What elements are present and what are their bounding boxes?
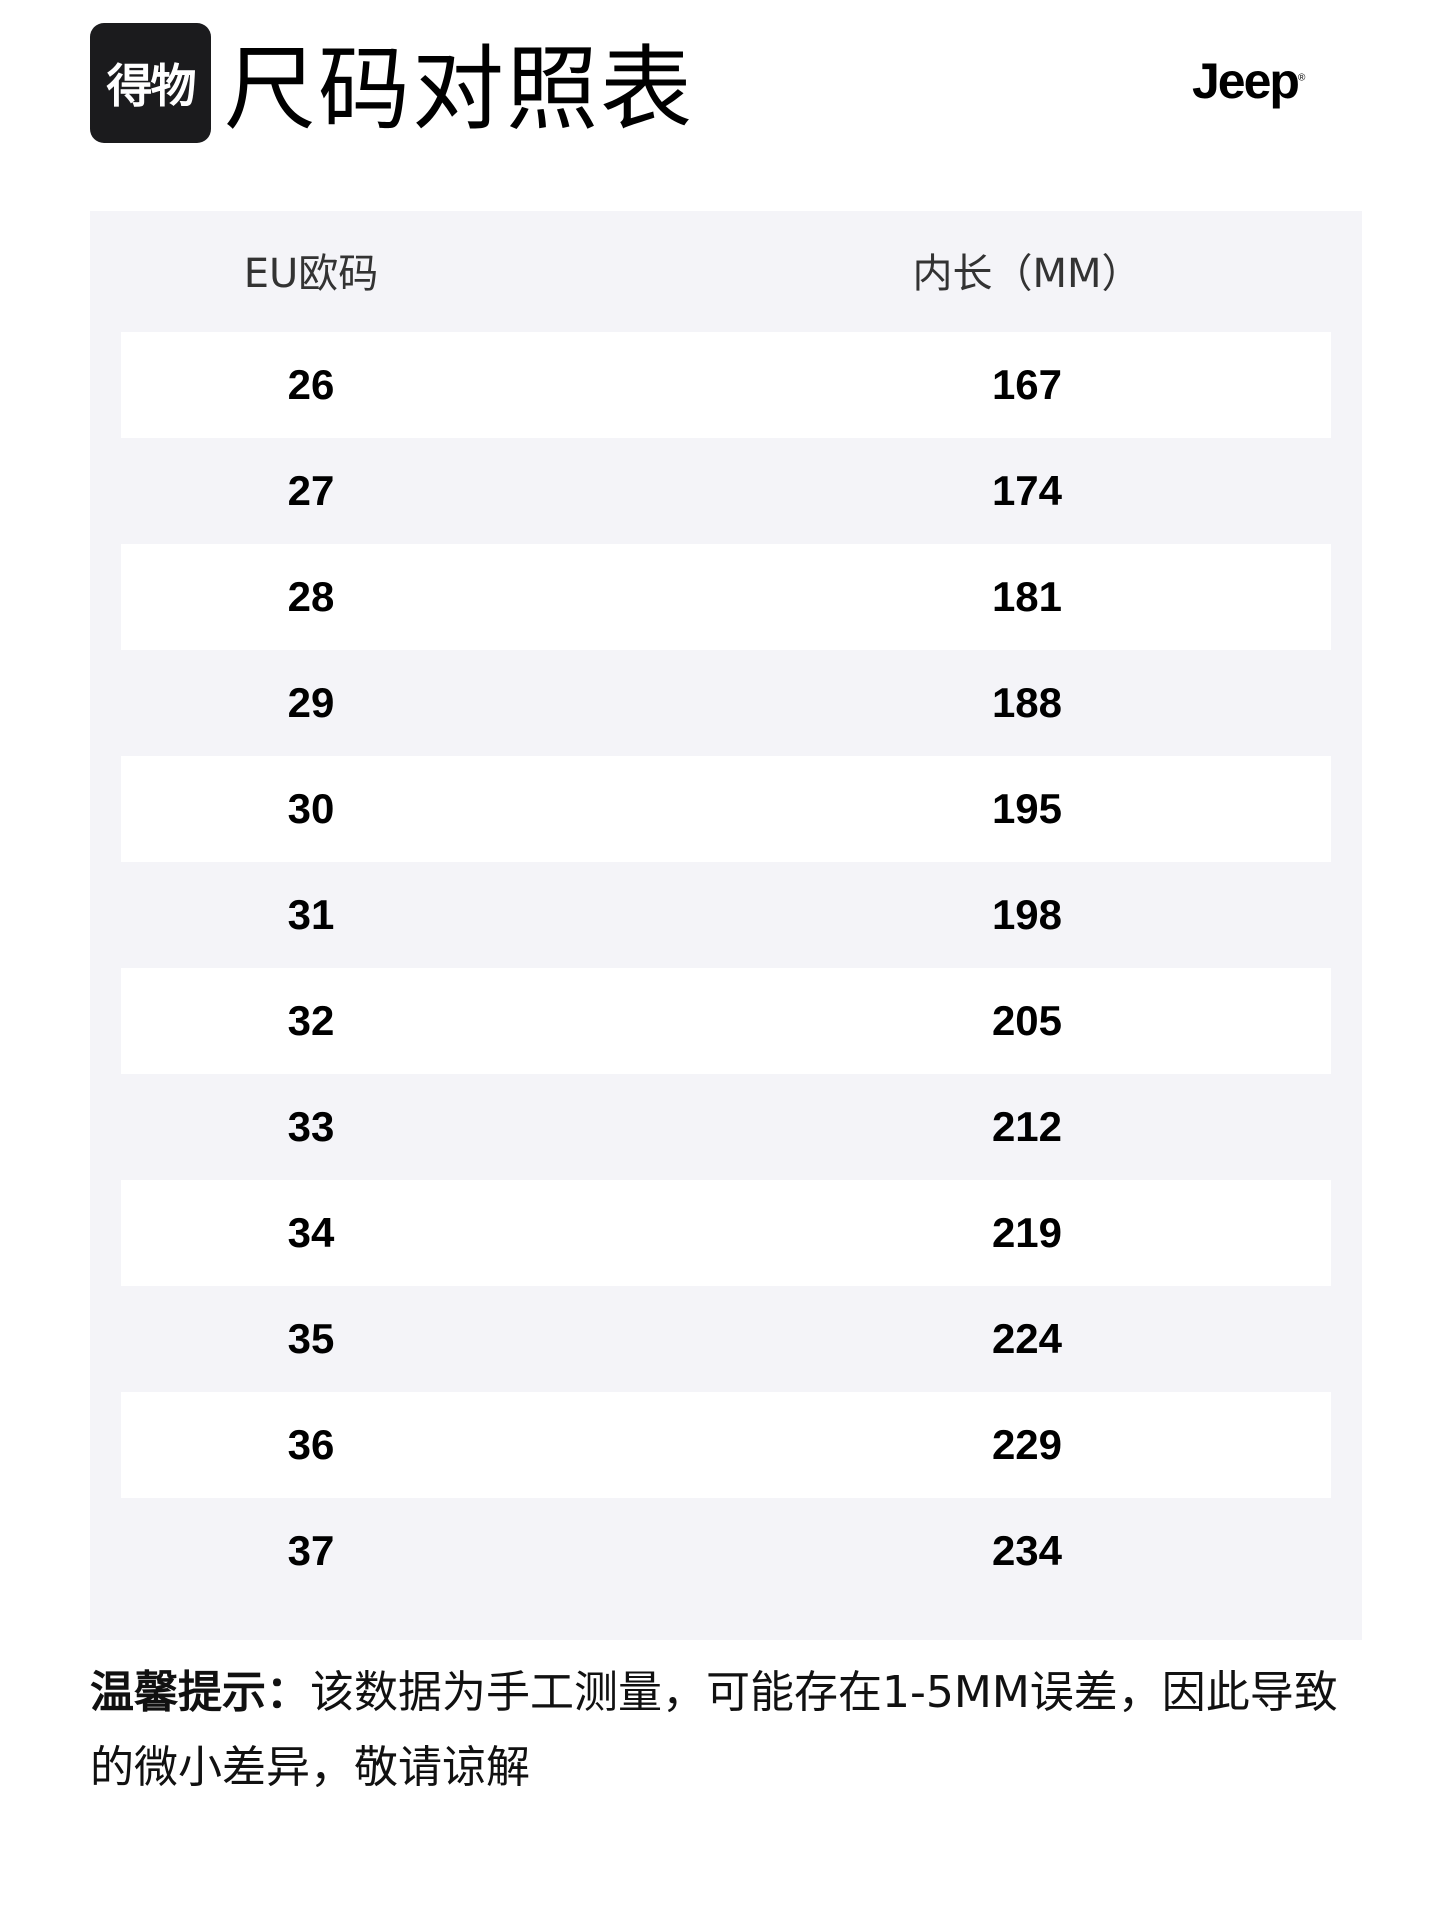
table-row: 31 198	[121, 862, 1331, 968]
eu-size-cell: 34	[287, 1209, 335, 1256]
eu-size-cell: 26	[287, 361, 335, 408]
table-row: 32 205	[121, 968, 1331, 1074]
eu-size-cell: 36	[287, 1421, 335, 1468]
table-row: 35 224	[121, 1286, 1331, 1392]
column-header-length: 内长（MM）	[912, 251, 1142, 297]
inner-length-cell: 198	[991, 891, 1063, 938]
inner-length-cell: 195	[991, 785, 1063, 832]
eu-size-cell: 37	[287, 1527, 335, 1574]
table-row: 33 212	[121, 1074, 1331, 1180]
table-row: 26 167	[121, 332, 1331, 438]
inner-length-cell: 167	[991, 361, 1063, 408]
inner-length-cell: 174	[991, 467, 1063, 514]
column-header-eu: EU欧码	[243, 251, 379, 297]
eu-size-cell: 31	[287, 891, 335, 938]
page-title: 尺码对照表	[224, 36, 695, 143]
inner-length-cell: 205	[991, 997, 1063, 1044]
tip-text: 该数据为手工测量，可能存在1-5MM误差，因此导致的微小差异，敬请谅解	[90, 1667, 1338, 1793]
dewu-logo: 得物	[90, 23, 211, 143]
table-row: 30 195	[121, 756, 1331, 862]
eu-size-cell: 33	[287, 1103, 335, 1150]
size-table: EU欧码 内长（MM） 26 167 27 174 28 181 29 188 30 195 31 1…	[90, 211, 1362, 1640]
eu-size-cell: 29	[287, 679, 335, 726]
inner-length-cell: 234	[991, 1527, 1063, 1574]
dewu-logo-text: 得物	[106, 59, 197, 113]
eu-size-cell: 27	[287, 467, 335, 514]
tip-label: 温馨提示：	[90, 1667, 310, 1718]
eu-size-cell: 28	[287, 573, 335, 620]
jeep-logo: Jeep®	[1192, 53, 1305, 109]
eu-size-cell: 30	[287, 785, 335, 832]
table-row: 29 188	[121, 650, 1331, 756]
eu-size-cell: 32	[287, 997, 335, 1044]
table-row: 34 219	[121, 1180, 1331, 1286]
table-row: 36 229	[121, 1392, 1331, 1498]
table-row: 37 234	[121, 1498, 1331, 1604]
table-row: 28 181	[121, 544, 1331, 650]
inner-length-cell: 181	[991, 573, 1063, 620]
table-row: 27 174	[121, 438, 1331, 544]
inner-length-cell: 188	[991, 679, 1063, 726]
tip-note: 温馨提示：该数据为手工测量，可能存在1-5MM误差，因此导致的微小差异，敬请谅解	[90, 1655, 1362, 1805]
inner-length-cell: 229	[991, 1421, 1063, 1468]
inner-length-cell: 219	[991, 1209, 1063, 1256]
eu-size-cell: 35	[287, 1315, 335, 1362]
table-header: EU欧码 内长（MM）	[90, 211, 1362, 332]
inner-length-cell: 224	[991, 1315, 1063, 1362]
inner-length-cell: 212	[991, 1103, 1063, 1150]
